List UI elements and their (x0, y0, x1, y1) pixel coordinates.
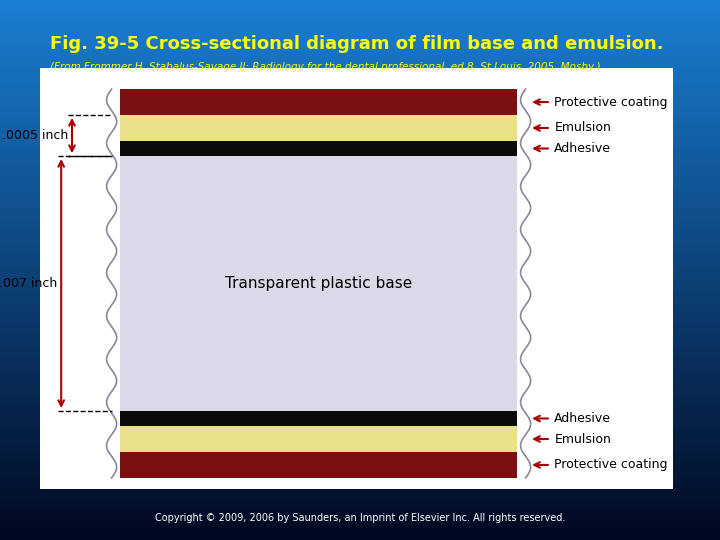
Text: (From Frommer H, Stabalus-Savage JJ: Radiology for the dental professional, ed 8: (From Frommer H, Stabalus-Savage JJ: Rad… (50, 62, 601, 72)
Text: Adhesive: Adhesive (554, 142, 611, 155)
Bar (112, 426, 526, 452)
Text: Copyright © 2009, 2006 by Saunders, an Imprint of Elsevier Inc. All rights reser: Copyright © 2009, 2006 by Saunders, an I… (155, 514, 565, 523)
Text: Protective coating: Protective coating (554, 458, 668, 471)
Bar (112, 89, 526, 478)
Text: Transparent plastic base: Transparent plastic base (225, 276, 413, 291)
Text: Protective coating: Protective coating (554, 96, 668, 109)
Bar (103, 89, 120, 478)
Bar (112, 141, 526, 156)
Text: .0005 inch: .0005 inch (2, 129, 68, 142)
Text: Emulsion: Emulsion (554, 433, 611, 446)
Bar (112, 452, 526, 478)
Text: Adhesive: Adhesive (554, 412, 611, 425)
Text: Emulsion: Emulsion (554, 122, 611, 134)
Bar (112, 411, 526, 426)
Bar (517, 89, 534, 478)
Bar (112, 89, 526, 115)
Text: .007 inch: .007 inch (0, 277, 58, 290)
Bar (112, 115, 526, 141)
Text: Fig. 39-5 Cross-sectional diagram of film base and emulsion.: Fig. 39-5 Cross-sectional diagram of fil… (50, 35, 664, 53)
Bar (40, 68, 673, 489)
